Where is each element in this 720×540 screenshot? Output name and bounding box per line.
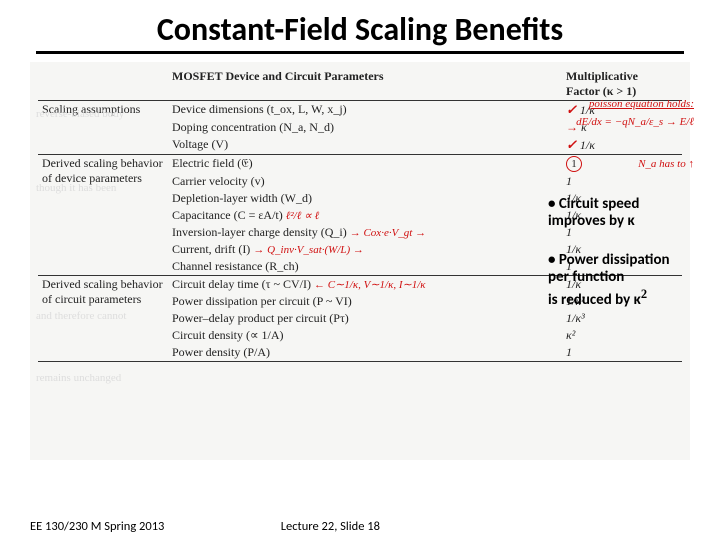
param-cell: Power dissipation per circuit (P ~ VI): [168, 293, 562, 310]
callout-power-dissipation: • Power dissipation per function is redu…: [548, 252, 718, 309]
handwritten-eq-2: N_a has to ↑: [638, 158, 694, 170]
handwritten-check-icon: ✓: [566, 102, 577, 117]
callout-line: per function: [548, 268, 624, 286]
circled-factor-icon: 1: [566, 156, 582, 172]
slide-footer: EE 130/230 M Spring 2013 Lecture 22, Sli…: [0, 519, 720, 534]
handwritten-annotation: → Cox·e·V_gt →: [350, 227, 426, 239]
param-cell: Power–delay product per circuit (Pτ): [168, 310, 562, 327]
callout-superscript: 2: [641, 287, 647, 301]
param-cell: Voltage (V): [168, 136, 562, 155]
table-header-right-1: Multiplicative: [566, 69, 638, 83]
footer-left: EE 130/230 M Spring 2013: [30, 519, 281, 534]
footer-center: Lecture 22, Slide 18: [281, 519, 545, 534]
param-cell: Inversion-layer charge density (Q_i): [172, 225, 347, 239]
handwritten-annotation: ← C∼1/κ, V∼1/κ, I∼1/κ: [314, 279, 426, 291]
callout-circuit-speed: • Circuit speed improves by κ: [548, 196, 718, 231]
param-cell: Depletion-layer width (W_d): [168, 190, 562, 207]
param-cell: Capacitance (C = εA/t): [172, 208, 283, 222]
factor-cell: κ²: [562, 327, 682, 344]
ghost-text: remains unchanged: [36, 372, 121, 384]
handwritten-annotation: ℓ²/ℓ ∝ ℓ: [286, 210, 319, 222]
group-label: Derived scaling behavior of device param…: [38, 155, 168, 276]
param-cell: Electric field (𝔈): [168, 155, 562, 173]
table-header-right-2: Factor (κ > 1): [566, 84, 636, 98]
callout-line: • Power dissipation: [548, 251, 670, 269]
table-header-left: MOSFET Device and Circuit Parameters: [168, 68, 562, 101]
ghost-text: reverse-biased body: [36, 108, 124, 120]
callout-line: is reduced by κ: [548, 291, 641, 309]
callout-line: improves by κ: [548, 212, 635, 230]
handwritten-eq-1: dE/dx = −qN_a/ε_s → E/ℓ: [576, 116, 694, 128]
factor-cell: 1: [562, 344, 682, 362]
factor-cell: 1/κ: [580, 138, 595, 152]
param-cell: Channel resistance (R_ch): [168, 258, 562, 276]
factor-cell: 1: [562, 173, 682, 190]
ghost-text: though it has been: [36, 182, 116, 194]
page-title: Constant-Field Scaling Benefits: [0, 0, 720, 51]
title-underline: [36, 51, 684, 54]
factor-cell: 1/κ³: [562, 310, 682, 327]
handwritten-annotation: → Q_inv·V_sat·(W/L) →: [253, 244, 364, 256]
param-cell: Current, drift (I): [172, 242, 250, 256]
param-cell: Carrier velocity (v): [168, 173, 562, 190]
param-cell: Circuit density (∝ 1/A): [168, 327, 562, 344]
callout-line: • Circuit speed: [548, 195, 639, 213]
param-cell: Circuit delay time (τ ~ CV/I): [172, 277, 311, 291]
param-cell: Device dimensions (t_ox, L, W, x_j): [168, 101, 562, 119]
param-cell: Power density (P/A): [168, 344, 562, 362]
handwritten-note-poisson: poisson equation holds:: [589, 98, 694, 110]
ghost-text: and therefore cannot: [36, 310, 126, 322]
handwritten-check-icon: ✓: [566, 137, 577, 152]
param-cell: Doping concentration (N_a, N_d): [168, 119, 562, 136]
